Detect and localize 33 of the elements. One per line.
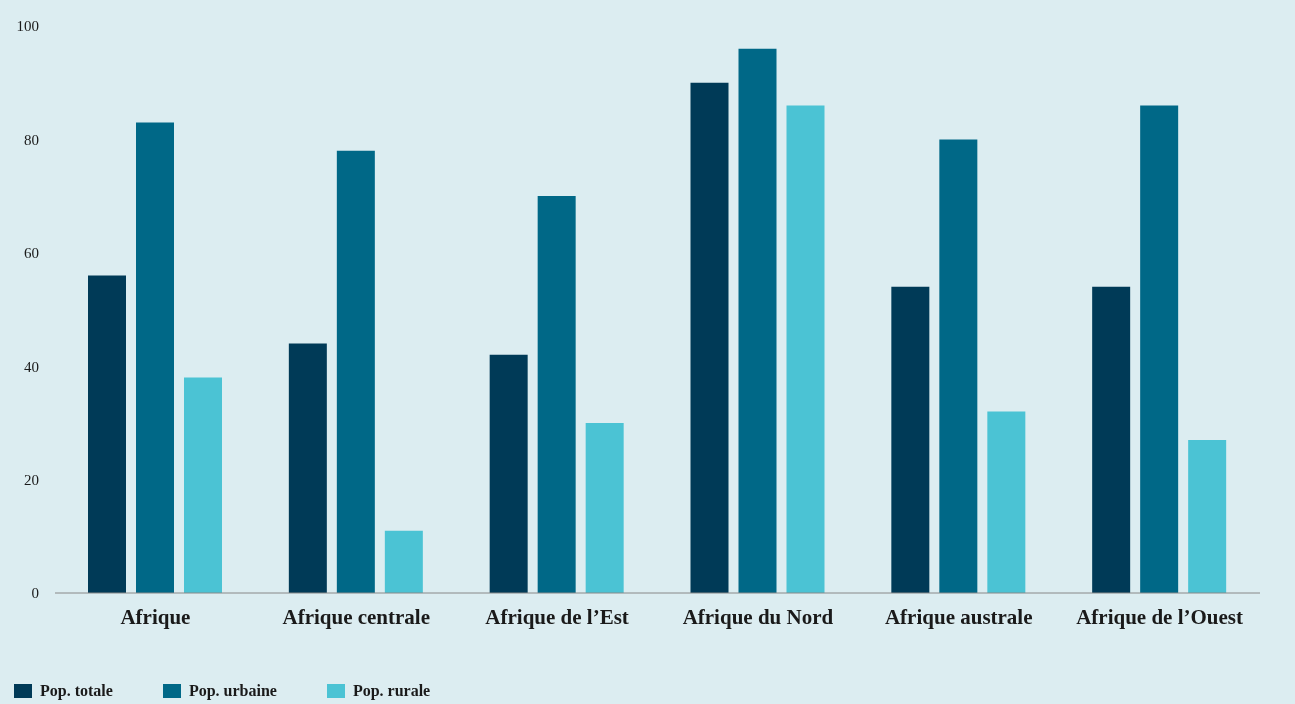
x-tick-label: Afrique de l’Est: [485, 604, 629, 629]
bar: [489, 354, 528, 593]
x-tick-label: Afrique australe: [884, 604, 1033, 629]
bar: [88, 275, 126, 593]
bar: [891, 286, 930, 593]
bar: [136, 122, 174, 593]
x-tick-label: Afrique centrale: [282, 604, 431, 629]
bar: [738, 48, 777, 593]
bar: [939, 139, 978, 593]
bar: [384, 530, 423, 593]
y-tick-label: 100: [16, 18, 39, 35]
x-tick-label: Afrique: [120, 604, 191, 629]
bar: [987, 411, 1026, 593]
bar: [184, 377, 222, 593]
bar: [786, 105, 825, 593]
bar: [1140, 105, 1179, 593]
legend-label: Pop. rurale: [352, 682, 431, 700]
legend-label: Pop. totale: [40, 682, 113, 700]
bar: [336, 150, 375, 593]
x-tick-label: Afrique du Nord: [682, 604, 834, 629]
bar: [585, 422, 624, 593]
y-tick-label: 80: [24, 131, 39, 148]
bar: [288, 343, 327, 593]
bar: [690, 82, 729, 593]
y-tick-label: 20: [24, 471, 39, 488]
legend-label: Pop. urbaine: [188, 682, 277, 700]
y-tick-label: 40: [24, 358, 39, 375]
bar: [537, 196, 576, 593]
x-tick-label: Afrique de l’Ouest: [1076, 604, 1243, 629]
bar: [1188, 439, 1227, 593]
y-tick-label: 60: [24, 245, 39, 262]
y-tick-label: 0: [31, 585, 39, 602]
bar: [1092, 286, 1131, 593]
